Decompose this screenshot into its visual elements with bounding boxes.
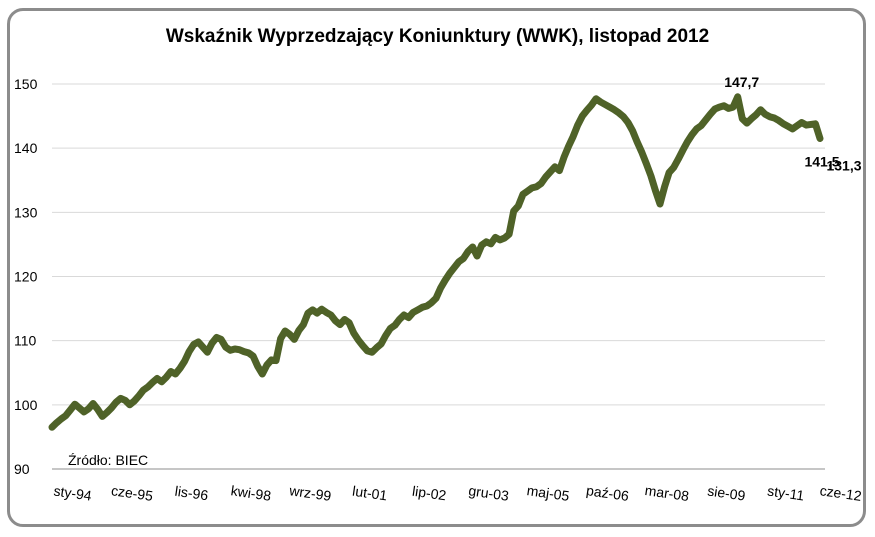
y-tick-label: 120: [14, 269, 38, 285]
x-tick-label: sty-94: [53, 482, 93, 503]
x-tick-label: sie-09: [706, 482, 746, 503]
x-tick-label: lip-02: [411, 483, 447, 504]
y-tick-label: 140: [14, 140, 38, 156]
x-tick-label: lut-01: [351, 483, 388, 504]
x-tick-label: cze-95: [110, 482, 154, 504]
x-tick-label: wrz-99: [288, 482, 333, 504]
source-note: Źródło: BIEC: [68, 452, 149, 468]
x-tick-labels: sty-94 cze-95 lis-96 kwi-98 wrz-99 lut-01 lip-…: [53, 482, 863, 504]
x-tick-label: maj-05: [526, 482, 571, 504]
x-tick-label: mar-08: [644, 482, 690, 504]
series-group: [48, 93, 824, 431]
y-tick-label: 90: [14, 461, 30, 477]
y-tick-labels: 90 100 110 120 130 140 150: [14, 76, 38, 477]
x-tick-label: lis-96: [174, 483, 210, 504]
data-label: 147,7: [724, 74, 759, 90]
data-label: 131,3: [826, 158, 861, 174]
x-tick-label: sty-11: [766, 483, 805, 504]
series-line: [48, 93, 824, 431]
x-tick-label: cze-12: [819, 482, 863, 504]
chart-frame: [7, 8, 866, 527]
x-tick-label: paź-06: [585, 482, 630, 504]
y-tick-label: 110: [14, 333, 37, 349]
x-tick-label: gru-03: [468, 482, 511, 504]
y-tick-label: 150: [14, 76, 38, 92]
y-tick-label: 100: [14, 397, 38, 413]
y-tick-label: 130: [14, 204, 38, 220]
x-tick-label: kwi-98: [230, 482, 272, 504]
chart-title: Wskaźnik Wyprzedzający Koniunktury (WWK)…: [165, 26, 710, 47]
data-label: 141,5: [804, 154, 839, 170]
gridlines: [52, 83, 825, 470]
